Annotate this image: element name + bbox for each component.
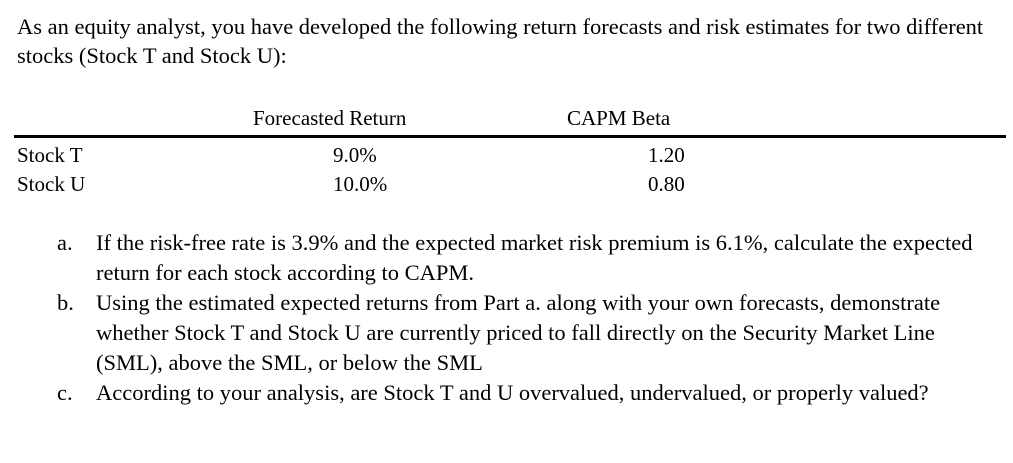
table-header-rule <box>14 135 1006 138</box>
question-letter: c. <box>57 380 73 405</box>
question-letter: a. <box>57 230 73 255</box>
question-letter: b. <box>57 290 74 315</box>
stock-name: Stock U <box>17 172 86 196</box>
table-row: Stock U 10.0% 0.80 <box>14 170 1006 199</box>
forecasted-return-value: 9.0% <box>333 143 377 167</box>
column-header-forecasted-return: Forecasted Return <box>253 106 407 130</box>
question-text: If the risk-free rate is 3.9% and the ex… <box>96 230 973 285</box>
capm-beta-value: 1.20 <box>648 143 685 167</box>
question-text: According to your analysis, are Stock T … <box>96 380 929 405</box>
column-header-capm-beta: CAPM Beta <box>567 106 671 130</box>
stock-name: Stock T <box>17 143 83 167</box>
capm-beta-value: 0.80 <box>648 172 685 196</box>
question-c: c. According to your analysis, are Stock… <box>57 378 1007 408</box>
table-row: Stock T 9.0% 1.20 <box>14 141 1006 170</box>
question-b: b. Using the estimated expected returns … <box>57 288 1007 378</box>
forecasted-return-value: 10.0% <box>333 172 388 196</box>
question-text: Using the estimated expected returns fro… <box>96 290 941 375</box>
intro-paragraph: As an equity analyst, you have developed… <box>17 14 984 68</box>
question-a: a. If the risk-free rate is 3.9% and the… <box>57 228 1007 288</box>
question-list: a. If the risk-free rate is 3.9% and the… <box>57 228 1007 408</box>
